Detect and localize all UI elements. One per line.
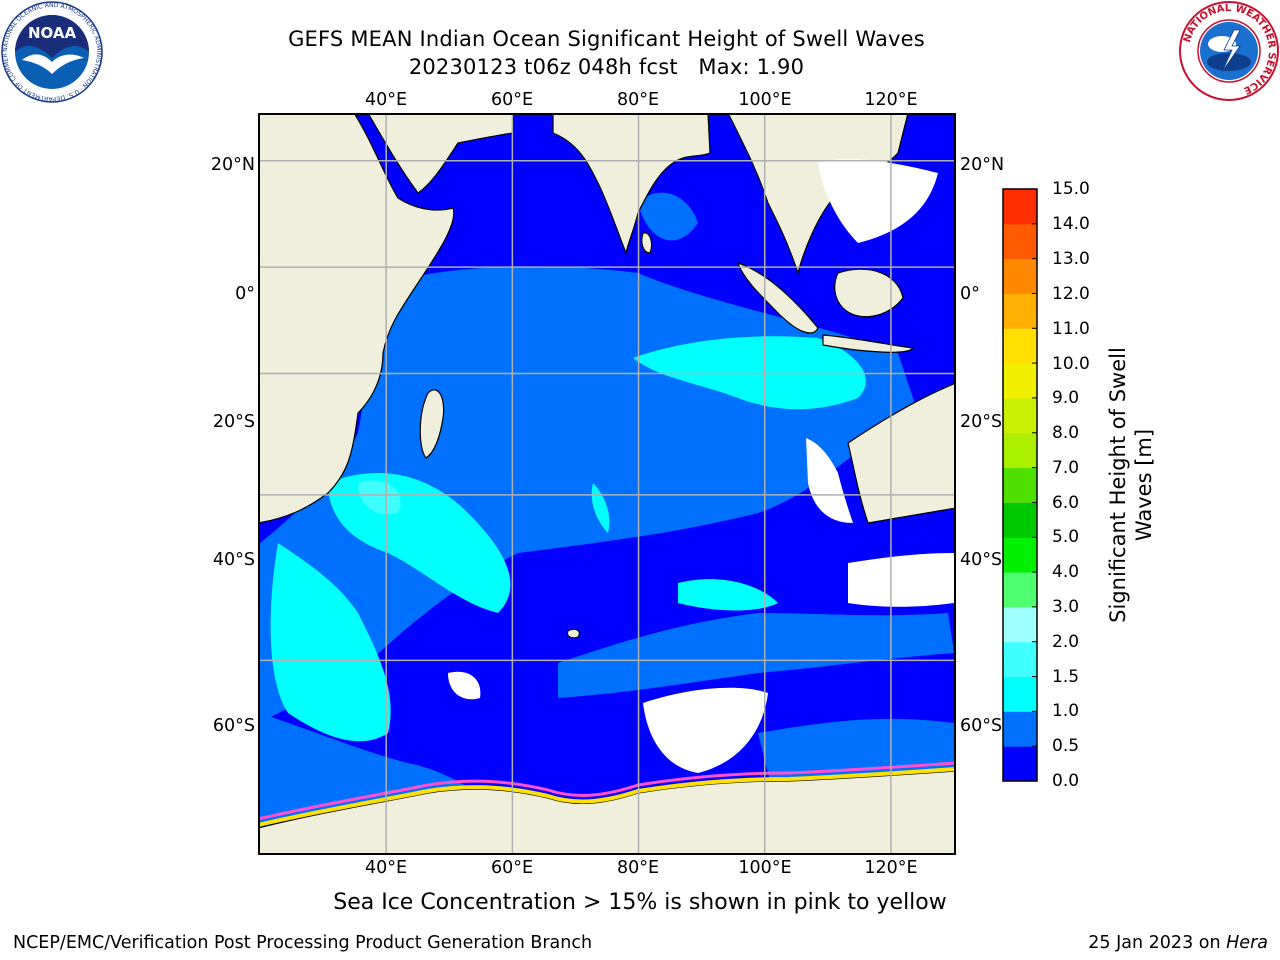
colorbar-swatch — [1003, 328, 1037, 364]
no-data-region — [848, 553, 954, 607]
colorbar-label: 11.0 — [1052, 319, 1090, 339]
lon-tick-bottom-60: 60°E — [490, 858, 534, 878]
no-data-region — [643, 687, 768, 773]
colorbar-swatch — [1003, 746, 1037, 782]
lat-tick-left-20s: 20°S — [212, 412, 255, 432]
colorbar-label: 9.0 — [1052, 388, 1080, 408]
lat-tick-right-0: 0° — [960, 284, 980, 304]
no-data-region — [818, 158, 938, 243]
map-frame — [258, 113, 956, 855]
land-arabia — [368, 115, 514, 194]
lat-tick-left-60s: 60°S — [212, 716, 255, 736]
chart-subtitle: 20230123 t06z 048h fcst Max: 1.90 — [408, 55, 805, 79]
colorbar-label: 13.0 — [1052, 249, 1090, 269]
colorbar-swatch — [1003, 363, 1037, 399]
footer-date: 25 Jan 2023 on Hera — [1088, 933, 1268, 953]
lat-tick-right-20s: 20°S — [960, 412, 1003, 432]
lat-tick-left-0: 0° — [235, 284, 255, 304]
map-gridlines — [260, 115, 954, 853]
colorbar-swatch — [1003, 606, 1037, 643]
sea-ice-fringe — [260, 767, 954, 827]
colorbar-swatch — [1003, 258, 1037, 294]
lat-tick-right-40s: 40°S — [960, 550, 1003, 570]
colorbar-swatch — [1003, 676, 1037, 712]
colorbar — [1002, 188, 1038, 782]
lat-tick-left-40s: 40°S — [212, 550, 255, 570]
colorbar-label: 10.0 — [1052, 354, 1090, 374]
swell-field-1-5m — [358, 480, 401, 515]
colorbar-label: 5.0 — [1052, 527, 1080, 547]
colorbar-title-line2: Waves [m] — [1132, 428, 1156, 542]
land-australia — [847, 383, 954, 524]
lon-tick-top-60: 60°E — [490, 90, 534, 110]
colorbar-label: 4.0 — [1052, 562, 1080, 582]
nws-logo: NATIONAL WEATHER SERVICE — [1179, 1, 1279, 101]
lon-tick-bottom-120: 120°E — [864, 858, 918, 878]
lon-tick-top-120: 120°E — [864, 90, 918, 110]
no-data-region — [806, 438, 853, 523]
colorbar-label: 8.0 — [1052, 423, 1080, 443]
colorbar-label: 0.5 — [1052, 736, 1080, 756]
lon-tick-bottom-80: 80°E — [616, 858, 660, 878]
colorbar-label: 12.0 — [1052, 284, 1090, 304]
land-africa — [260, 115, 455, 524]
chart-title: GEFS MEAN Indian Ocean Significant Heigh… — [288, 27, 925, 51]
land-sumatra — [737, 262, 819, 334]
colorbar-swatch — [1003, 467, 1037, 503]
footer-credit: NCEP/EMC/Verification Post Processing Pr… — [13, 933, 593, 953]
colorbar-label: 6.0 — [1052, 493, 1080, 513]
lat-tick-right-60s: 60°S — [960, 716, 1003, 736]
colorbar-swatch — [1003, 572, 1037, 608]
noaa-logo: NATIONAL OCEANIC AND ATMOSPHERIC ADMINIS… — [0, 0, 103, 103]
sea-ice-fringe — [260, 761, 954, 821]
colorbar-swatch — [1003, 711, 1037, 747]
lon-tick-bottom-40: 40°E — [364, 858, 408, 878]
land-madagascar — [419, 389, 445, 459]
lon-tick-top-40: 40°E — [364, 90, 408, 110]
lat-tick-left-20n: 20°N — [210, 155, 255, 175]
colorbar-label: 3.0 — [1052, 597, 1080, 617]
colorbar-label: 14.0 — [1052, 214, 1090, 234]
lon-tick-bottom-100: 100°E — [738, 858, 792, 878]
colorbar-label: 1.0 — [1052, 701, 1080, 721]
land-india — [552, 115, 711, 256]
colorbar-swatch — [1003, 223, 1037, 260]
land-kerguelen — [567, 628, 580, 639]
lon-tick-top-100: 100°E — [738, 90, 792, 110]
colorbar-swatch — [1003, 537, 1037, 573]
colorbar-swatch — [1003, 189, 1037, 225]
colorbar-label: 0.0 — [1052, 771, 1080, 791]
colorbar-swatch — [1003, 641, 1037, 678]
colorbar-label: 2.0 — [1052, 632, 1080, 652]
lat-tick-right-20n: 20°N — [960, 155, 1005, 175]
colorbar-swatch — [1003, 502, 1037, 538]
colorbar-label: 15.0 — [1052, 179, 1090, 199]
sea-ice-caption: Sea Ice Concentration > 15% is shown in … — [333, 890, 947, 915]
colorbar-title-line1: Significant Height of Swell — [1106, 347, 1130, 623]
swell-height-map — [258, 113, 956, 855]
colorbar-swatch — [1003, 432, 1037, 469]
colorbar-title: Significant Height of Swell Waves [m] — [1105, 305, 1157, 665]
no-data-region — [448, 671, 481, 700]
lon-tick-top-80: 80°E — [616, 90, 660, 110]
noaa-logo-text: NOAA — [28, 24, 77, 42]
footer-machine: Hera — [1226, 933, 1268, 953]
colorbar-label: 1.5 — [1052, 667, 1080, 687]
colorbar-label: 7.0 — [1052, 458, 1080, 478]
colorbar-swatch — [1003, 397, 1037, 434]
land-borneo — [834, 268, 904, 318]
colorbar-swatch — [1003, 293, 1037, 329]
land-sri-lanka — [641, 232, 653, 254]
footer-date-text: 25 Jan 2023 on — [1088, 933, 1227, 953]
